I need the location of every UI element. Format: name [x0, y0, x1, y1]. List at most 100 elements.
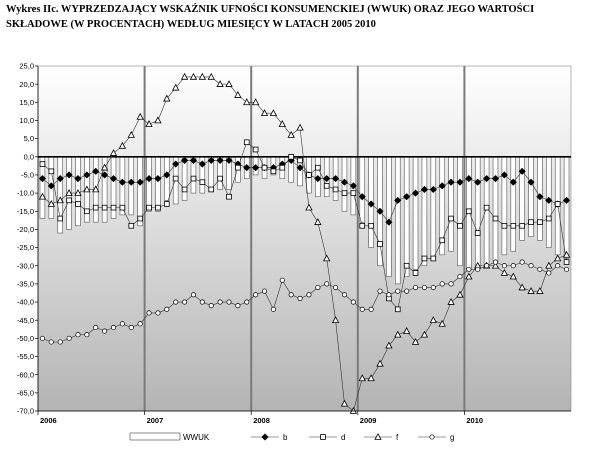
series-f-point	[296, 123, 304, 131]
series-g-point	[324, 281, 330, 287]
series-g-point	[93, 324, 99, 331]
wwuk-bar	[448, 156, 454, 252]
legend-label: d	[341, 433, 345, 442]
x-tick-label: 2007	[147, 416, 164, 425]
series-f-point	[180, 72, 189, 80]
series-f-point	[278, 120, 286, 127]
wwuk-bar	[395, 156, 401, 285]
series-d-point	[57, 215, 64, 222]
series-g-point	[75, 332, 81, 338]
series-b-point	[518, 167, 526, 175]
series-g-point	[164, 306, 170, 312]
series-f-point	[562, 250, 571, 258]
series-d-point	[226, 193, 232, 200]
series-b-point	[154, 174, 162, 183]
series-b-point	[163, 171, 171, 179]
series-d-point	[341, 190, 348, 196]
series-f-point	[491, 261, 500, 269]
series-f-point	[349, 406, 358, 414]
series-g-point	[475, 266, 481, 272]
series-b-point	[509, 178, 517, 186]
series-g-point	[279, 277, 285, 283]
series-d-point	[466, 208, 472, 215]
series-d-point	[235, 164, 241, 171]
series-f-point	[527, 287, 535, 294]
series-g-point	[155, 310, 161, 316]
y-tick-label: -55,0	[17, 352, 34, 361]
legend-marker-b	[261, 433, 269, 441]
wwuk-bar	[57, 156, 63, 234]
series-f-point	[500, 268, 509, 276]
series-d-point	[323, 183, 330, 189]
series-b-point	[38, 174, 47, 183]
series-d-point	[172, 175, 179, 182]
series-d-point	[66, 197, 72, 204]
series-d-point	[537, 219, 543, 225]
series-d-point	[297, 157, 303, 164]
series-b-point	[296, 164, 304, 172]
series-f-point	[56, 196, 64, 204]
series-f-point	[83, 185, 91, 193]
series-b-point	[456, 178, 464, 186]
series-f-point	[154, 116, 162, 124]
series-d-point	[48, 168, 55, 175]
series-d-point	[92, 204, 99, 211]
series-d-point	[270, 168, 277, 175]
series-f-point	[536, 287, 544, 294]
series-b-point	[251, 164, 260, 172]
series-b-point	[136, 178, 144, 186]
series-f-point	[358, 374, 366, 382]
series-d-point	[412, 270, 419, 276]
series-b-point	[314, 174, 322, 183]
series-g-point	[102, 328, 108, 334]
legend-label: f	[396, 433, 399, 442]
x-tick-label: 2010	[466, 416, 483, 425]
series-f-point	[251, 98, 260, 106]
y-tick-label: 15,0	[19, 98, 34, 107]
series-d-point	[315, 164, 321, 171]
series-d-point	[501, 222, 508, 229]
series-f-point	[465, 272, 473, 280]
series-b-point	[465, 174, 473, 183]
series-b-point	[225, 156, 233, 165]
series-f-point	[207, 72, 215, 80]
series-b-point	[172, 160, 180, 168]
series-f-point	[509, 272, 517, 280]
y-tick-label: -25,0	[17, 243, 34, 252]
wwuk-bar	[483, 156, 490, 267]
series-g-point	[466, 266, 472, 272]
series-f-point	[367, 374, 375, 382]
series-g-point	[368, 306, 374, 312]
series-d-point	[279, 164, 286, 171]
series-f-point	[340, 399, 349, 407]
series-b-point	[438, 182, 446, 190]
wwuk-bar	[457, 156, 463, 267]
series-markers	[38, 72, 571, 414]
series-d-point	[359, 222, 366, 229]
series-b-point	[562, 196, 571, 205]
legend-marker-d	[320, 434, 326, 440]
series-g-point	[395, 288, 401, 294]
series-d-point	[483, 204, 490, 211]
series-d-point	[190, 175, 197, 182]
series-b-point	[243, 164, 251, 172]
series-d-point	[554, 201, 561, 207]
series-d-point	[439, 237, 445, 244]
series-f-point	[376, 359, 384, 367]
legend-label: g	[450, 433, 454, 442]
series-f-point	[385, 341, 393, 349]
legend-marker-g	[429, 434, 435, 440]
y-tick-label: -65,0	[17, 388, 34, 397]
plot-background	[37, 65, 572, 412]
series-f-point	[189, 72, 198, 80]
series-g-point	[306, 292, 312, 298]
series-f-point	[323, 254, 331, 262]
y-axis: 25,0 20,0 15,0 10,0 5,0 0,0 -5,0 -10,0 -15,0 -20,…	[17, 62, 39, 416]
series-b-point	[323, 174, 331, 183]
wwuk-bar	[510, 156, 517, 252]
series-d-point	[110, 204, 117, 211]
series-b-point	[198, 160, 206, 168]
series-f-point	[260, 109, 269, 117]
series-g-point	[501, 263, 507, 269]
series-d-point	[332, 186, 339, 193]
